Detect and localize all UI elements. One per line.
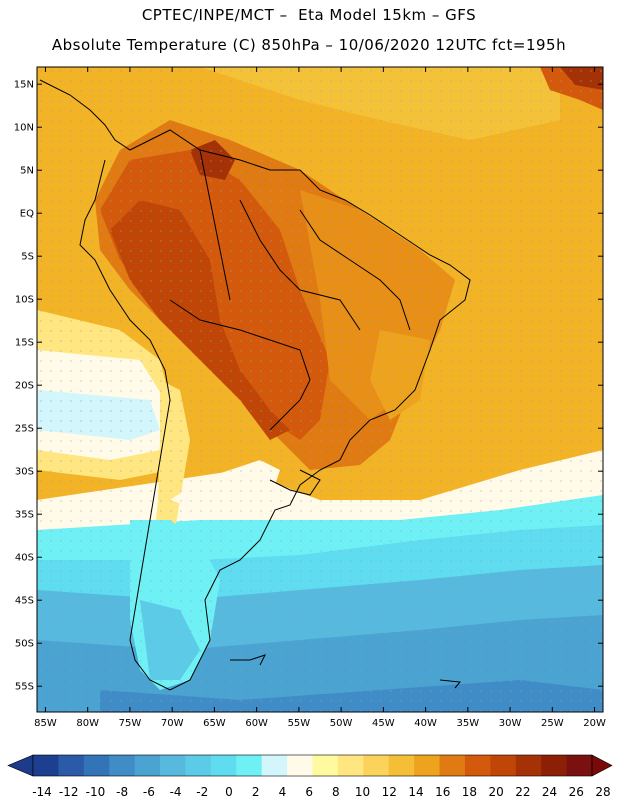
lon-label: 35W xyxy=(457,718,480,729)
colorbar-swatch xyxy=(414,755,440,776)
colorbar-swatch xyxy=(363,755,390,776)
lon-label: 25W xyxy=(541,718,564,729)
colorbar-swatch xyxy=(541,755,567,776)
colorbar-swatch xyxy=(261,755,288,776)
colorbar-swatch xyxy=(185,755,212,776)
colorbar-label: 22 xyxy=(515,785,530,799)
colorbar-label: 18 xyxy=(462,785,477,799)
colorbar-label: 24 xyxy=(542,785,557,799)
colorbar-swatch xyxy=(464,755,491,776)
title-line-2: Absolute Temperature (C) 850hPa – 10/06/… xyxy=(51,36,567,54)
lat-label: 45S xyxy=(15,596,34,607)
lon-label: 45W xyxy=(372,718,395,729)
lat-label: 5N xyxy=(20,166,34,177)
colorbar-label: -2 xyxy=(196,785,208,799)
colorbar: -14 -12 -10 -8 -6 -4 -2 0 2 4 6 8 10 12 14 16 18 20 22 24 26… xyxy=(7,754,613,799)
colorbar-frame xyxy=(32,754,593,777)
lon-label: 80W xyxy=(76,718,99,729)
colorbar-label: 0 xyxy=(225,785,233,799)
colorbar-swatch xyxy=(566,755,593,776)
colorbar-swatch xyxy=(490,755,517,776)
colorbar-swatch xyxy=(337,755,364,776)
lon-label: 75W xyxy=(119,718,142,729)
colorbar-swatch xyxy=(109,755,136,776)
colorbar-label: 8 xyxy=(332,785,340,799)
colorbar-label: -6 xyxy=(143,785,155,799)
lat-label: 10S xyxy=(15,295,34,306)
colorbar-label: 14 xyxy=(408,785,423,799)
colorbar-swatch xyxy=(287,755,313,776)
colorbar-label: 2 xyxy=(252,785,260,799)
colorbar-label: -8 xyxy=(116,785,128,799)
lon-label: 30W xyxy=(499,718,522,729)
colorbar-swatch xyxy=(210,755,237,776)
lat-label: 30S xyxy=(15,467,34,478)
lat-label: 40S xyxy=(15,553,34,564)
lon-label: 70W xyxy=(161,718,184,729)
lon-label: 20W xyxy=(583,718,606,729)
lat-label: EQ xyxy=(20,209,34,220)
colorbar-label: -14 xyxy=(32,785,52,799)
lon-label: 50W xyxy=(330,718,353,729)
lat-label: 50S xyxy=(15,639,34,650)
colorbar-swatch xyxy=(160,755,186,776)
colorbar-label: 6 xyxy=(305,785,313,799)
colorbar-label: -12 xyxy=(59,785,79,799)
colorbar-label: 26 xyxy=(569,785,584,799)
colorbar-swatch xyxy=(83,755,110,776)
colorbar-label: -4 xyxy=(170,785,182,799)
colorbar-swatch xyxy=(33,755,59,776)
colorbar-label: 12 xyxy=(382,785,397,799)
colorbar-label: 28 xyxy=(595,785,610,799)
colorbar-swatch xyxy=(58,755,85,776)
colorbar-swatch xyxy=(439,755,466,776)
lon-label: 60W xyxy=(245,718,268,729)
lat-label: 15S xyxy=(15,338,34,349)
colorbar-swatch xyxy=(388,755,415,776)
map-frame xyxy=(36,66,604,713)
lon-label: 40W xyxy=(414,718,437,729)
longitude-axis: 85W 80W 75W 70W 65W 60W 55W 50W 45W 40W 35W 30W 25W 2… xyxy=(34,67,606,729)
title-line-1: CPTEC/INPE/MCT – Eta Model 15km – GFS xyxy=(141,6,477,24)
colorbar-arrow-left xyxy=(7,754,34,777)
colorbar-swatch xyxy=(312,755,339,776)
latitude-axis: 15N 10N 5N EQ 5S 10S 15S 20S 25S 30S 35S 40S 45S 50S 5… xyxy=(14,80,603,693)
lon-label: 85W xyxy=(34,718,57,729)
lat-label: 5S xyxy=(21,252,34,263)
coastline-outline xyxy=(39,79,471,691)
colorbar-label: -10 xyxy=(86,785,106,799)
colorbar-swatch xyxy=(236,755,263,776)
colorbar-label: 20 xyxy=(489,785,504,799)
colorbar-label: 4 xyxy=(279,785,287,799)
lon-label: 55W xyxy=(288,718,311,729)
colorbar-arrow-right xyxy=(591,754,613,777)
lat-label: 15N xyxy=(14,80,34,91)
colorbar-swatch xyxy=(134,755,161,776)
colorbar-swatch xyxy=(515,755,542,776)
lat-label: 20S xyxy=(15,381,34,392)
lat-label: 25S xyxy=(15,424,34,435)
lat-label: 55S xyxy=(15,682,34,693)
lon-label: 65W xyxy=(203,718,226,729)
colorbar-label: 16 xyxy=(435,785,450,799)
lat-label: 10N xyxy=(14,123,34,134)
lat-label: 35S xyxy=(15,510,34,521)
temperature-field xyxy=(37,67,603,712)
colorbar-label: 10 xyxy=(355,785,370,799)
